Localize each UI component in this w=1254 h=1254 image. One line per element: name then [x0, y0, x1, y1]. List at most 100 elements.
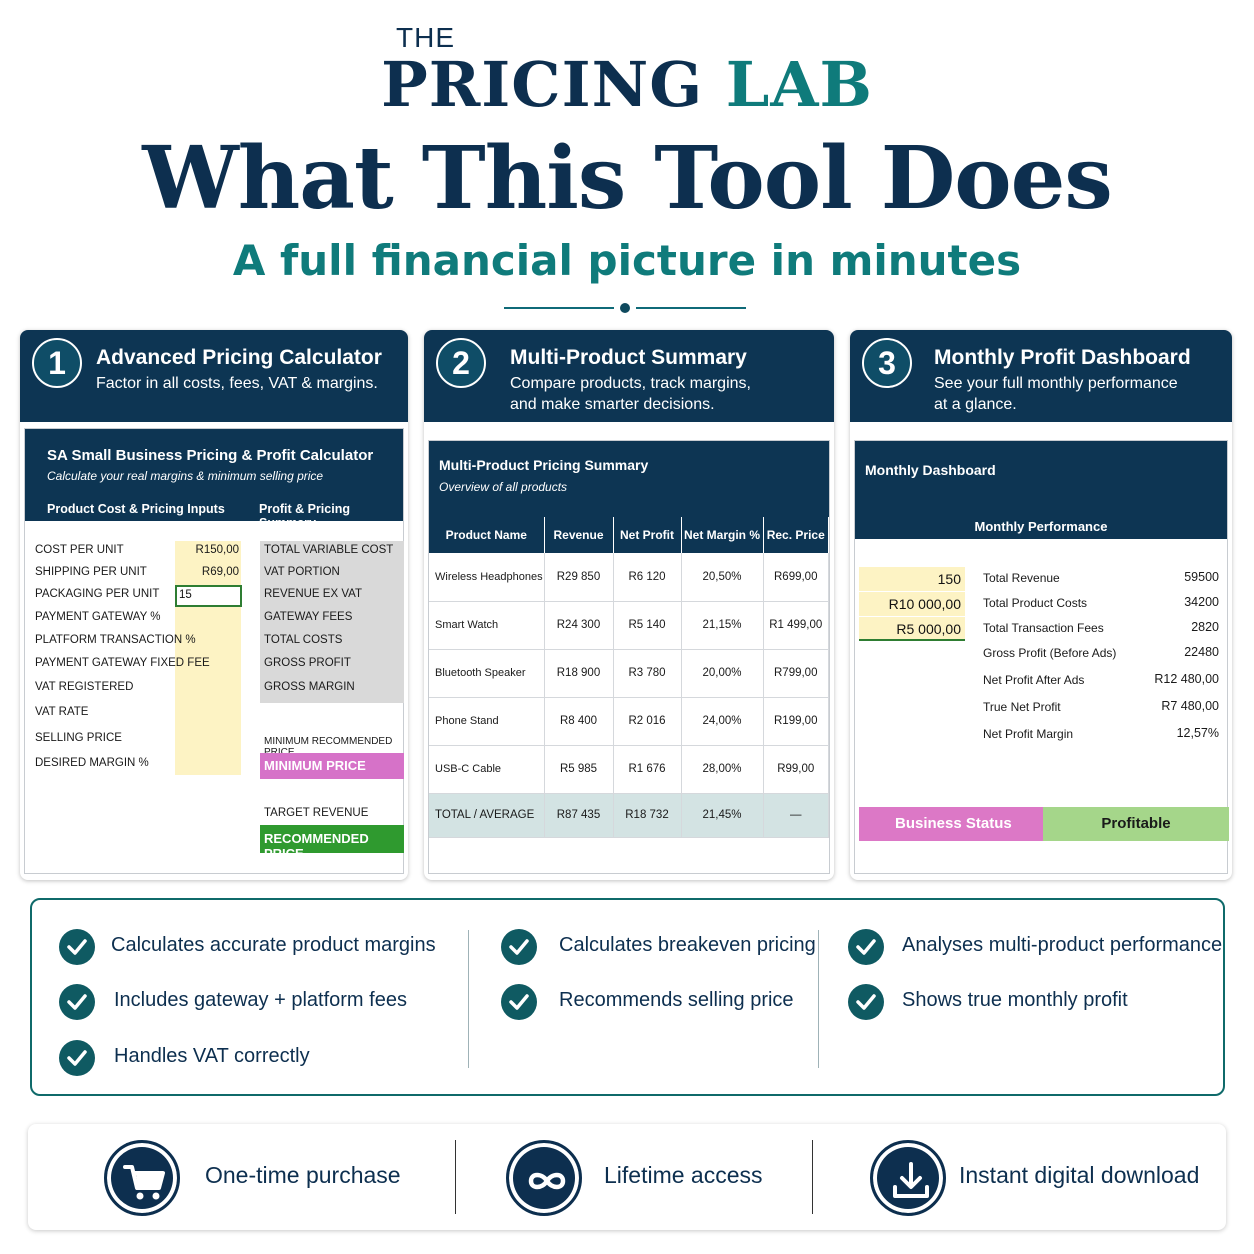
table-cell: 21,15% [681, 601, 764, 650]
table-cell: R8 400 [544, 697, 614, 746]
metric-value: 2820 [1191, 620, 1219, 634]
table-cell: 24,00% [681, 697, 764, 746]
feature-text: Recommends selling price [559, 989, 794, 1011]
benefit-text: Lifetime access [604, 1162, 763, 1188]
feature-text: Includes gateway + platform fees [114, 989, 407, 1011]
min-recommended-label: MINIMUM RECOMMENDED PRICE [264, 736, 393, 758]
step-number-badge: 1 [32, 338, 82, 388]
page-subtitle: A full financial picture in minutes [232, 236, 1022, 285]
card-description: Compare products, track margins, and make… [510, 375, 751, 413]
calculator-header: SA Small Business Pricing & Profit Calcu… [25, 429, 403, 530]
table-cell: Wireless Headphones [429, 553, 545, 602]
summary-label: TOTAL VARIABLE COST [264, 544, 394, 556]
feature-text: Shows true monthly profit [902, 989, 1128, 1011]
input-label: PLATFORM TRANSACTION % [35, 634, 196, 646]
check-icon [848, 929, 884, 965]
card-description: Factor in all costs, fees, VAT & margins… [96, 375, 378, 392]
card-title: Multi-Product Summary [510, 346, 747, 369]
summary-label: REVENUE EX VAT [264, 588, 362, 600]
card-header: 2 Multi-Product Summary Compare products… [424, 330, 834, 422]
table-cell: R699,00 [763, 553, 829, 602]
table-row: Bluetooth Speaker R18 900 R3 780 20,00% … [429, 649, 829, 698]
summary-column-header: Profit & Pricing Summary [259, 502, 350, 530]
table-cell: R1 676 [613, 745, 682, 794]
input-label: PAYMENT GATEWAY % [35, 611, 161, 623]
card-monthly-dashboard: 3 Monthly Profit Dashboard See your full… [850, 330, 1232, 880]
dashboard-header: Monthly Dashboard Monthly Performance [855, 441, 1227, 539]
metric-label: Gross Profit (Before Ads) [983, 646, 1117, 660]
summary-output-block [260, 541, 404, 703]
input-label: SHIPPING PER UNIT [35, 566, 147, 578]
input-label: VAT REGISTERED [35, 681, 134, 693]
metric-value: 12,57% [1176, 726, 1219, 740]
target-revenue-label: TARGET REVENUE [264, 807, 369, 819]
card-header: 1 Advanced Pricing Calculator Factor in … [20, 330, 408, 422]
input-cell[interactable]: R5 000,00 [859, 617, 965, 641]
table-cell: R799,00 [763, 649, 829, 698]
brand-pricing: PRICING [381, 48, 704, 121]
table-row: Phone Stand R8 400 R2 016 24,00% R199,00 [429, 697, 829, 746]
product-summary-table: Product Name Revenue Net Profit Net Marg… [429, 517, 829, 838]
benefits-bar: One-time purchase Lifetime access Instan… [28, 1124, 1226, 1230]
brand-lab: LAB [725, 48, 873, 121]
metric-label: True Net Profit [983, 700, 1061, 714]
table-cell: R2 016 [613, 697, 682, 746]
table-cell: Smart Watch [429, 601, 545, 650]
table-row: Smart Watch R24 300 R5 140 21,15% R1 499… [429, 601, 829, 650]
card-description: See your full monthly performance at a gl… [934, 375, 1178, 413]
check-icon [501, 929, 537, 965]
table-cell: R18 900 [544, 649, 614, 698]
table-cell: R18 732 [613, 793, 682, 838]
table-cell: 21,45% [681, 793, 764, 838]
dashboard-preview: Monthly Dashboard Monthly Performance 15… [854, 440, 1229, 874]
input-cell[interactable]: R10 000,00 [859, 592, 965, 616]
input-label: DESIRED MARGIN % [35, 757, 149, 769]
input-cell[interactable]: R69,00 [201, 566, 239, 578]
business-status-label: Business Status [859, 807, 1043, 841]
column-header: Rec. Price [763, 517, 829, 553]
table-cell: R24 300 [544, 601, 614, 650]
calculator-subtitle: Calculate your real margins & minimum se… [47, 469, 324, 483]
calculator-title: SA Small Business Pricing & Profit Calcu… [47, 447, 374, 464]
benefit-divider [812, 1140, 813, 1214]
calculator-preview: SA Small Business Pricing & Profit Calcu… [24, 428, 404, 874]
table-cell: 28,00% [681, 745, 764, 794]
minimum-price-bar: MINIMUM PRICE [260, 753, 404, 779]
active-edit-cell[interactable]: 15 [175, 585, 242, 607]
summary-subtitle: Overview of all products [439, 480, 568, 494]
summary-label: GATEWAY FEES [264, 611, 353, 623]
check-icon [848, 984, 884, 1020]
input-cell[interactable]: 150 [859, 567, 965, 591]
benefit-text: One-time purchase [205, 1162, 401, 1188]
metric-label: Total Revenue [983, 571, 1060, 585]
table-cell: R99,00 [763, 745, 829, 794]
check-icon [59, 929, 95, 965]
metric-value: R12 480,00 [1154, 672, 1219, 686]
column-header: Revenue [544, 517, 614, 553]
table-cell: R5 985 [544, 745, 614, 794]
table-cell: R5 140 [613, 601, 682, 650]
metric-label: Net Profit Margin [983, 727, 1074, 741]
table-cell: TOTAL / AVERAGE [429, 793, 545, 838]
feature-text: Handles VAT correctly [114, 1045, 310, 1067]
summary-label: GROSS MARGIN [264, 681, 355, 693]
brand-the: THE [396, 22, 455, 53]
step-number-badge: 3 [862, 338, 912, 388]
column-divider [468, 930, 469, 1068]
table-row: USB-C Cable R5 985 R1 676 28,00% R99,00 [429, 745, 829, 794]
column-header: Net Profit [613, 517, 682, 553]
card-header: 3 Monthly Profit Dashboard See your full… [850, 330, 1232, 422]
dashboard-title: Monthly Dashboard [865, 462, 996, 478]
input-label: PAYMENT GATEWAY FIXED FEE [35, 657, 210, 669]
summary-preview: Multi-Product Pricing Summary Overview o… [428, 440, 830, 874]
metric-label: Net Profit After Ads [983, 673, 1085, 687]
download-icon [870, 1140, 946, 1216]
table-row: Wireless Headphones R29 850 R6 120 20,50… [429, 553, 829, 602]
recommended-price-bar: RECOMMENDED PRICE [260, 825, 404, 861]
input-label: SELLING PRICE [35, 732, 122, 744]
table-cell: R3 780 [613, 649, 682, 698]
input-label: PACKAGING PER UNIT [35, 588, 160, 600]
metric-value: 34200 [1184, 595, 1219, 609]
input-cell[interactable]: R150,00 [195, 544, 239, 556]
table-cell: Bluetooth Speaker [429, 649, 545, 698]
